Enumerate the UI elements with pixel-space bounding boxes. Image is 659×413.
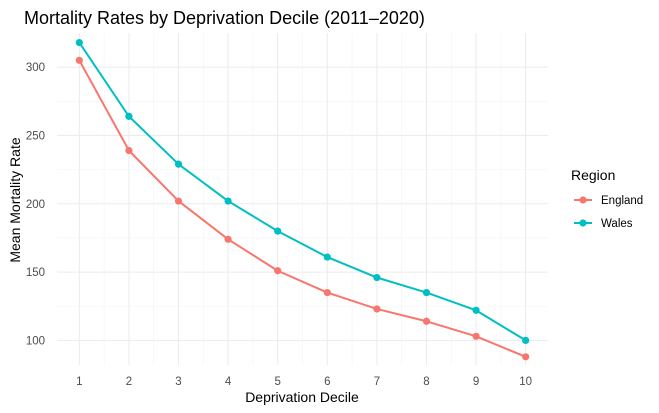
data-point-wales [125,112,133,120]
data-point-england [224,235,232,243]
data-point-england [373,305,381,313]
data-point-wales [373,273,381,282]
grid [57,33,548,365]
legend-item-wales: Wales [574,218,633,230]
y-axis-title: Mean Mortality Rate [7,137,23,262]
data-point-england [274,267,282,275]
data-point-england [422,317,431,325]
legend-key-point [579,196,587,204]
y-tick-label: 250 [26,130,45,142]
series-layer [75,38,530,361]
x-tick-label: 5 [274,376,280,388]
x-tick-label: 9 [473,376,479,388]
chart-title: Mortality Rates by Deprivation Decile (2… [24,8,425,28]
legend-label: England [601,195,643,207]
data-point-wales [472,306,480,314]
series-line-england [78,59,527,358]
data-point-wales [274,227,282,235]
series-wales [75,38,530,345]
data-point-wales [422,288,431,297]
data-point-england [472,332,480,340]
x-tick-label: 6 [324,376,330,388]
data-point-wales [224,197,232,205]
legend-title: Region [571,167,615,183]
x-tick-label: 8 [423,376,429,388]
data-point-wales [75,38,83,47]
y-tick-label: 300 [26,62,45,74]
x-tick-label: 1 [76,376,82,388]
data-point-england [75,56,83,64]
data-point-wales [522,336,530,345]
data-point-england [125,146,133,155]
legend-label: Wales [601,218,633,230]
series-line-wales [78,42,527,342]
data-point-england [174,197,183,205]
x-tick-label: 10 [519,376,532,388]
x-tick-label: 7 [374,376,380,388]
y-tick-label: 150 [26,267,45,279]
data-point-wales [323,253,331,261]
y-tick-label: 100 [26,335,45,347]
x-tick-label: 2 [126,376,132,388]
legend-item-england: England [574,195,643,207]
y-tick-label: 200 [26,199,45,211]
data-point-england [323,288,331,297]
data-point-england [522,353,530,361]
x-axis-title: Deprivation Decile [245,389,359,405]
x-tick-label: 4 [225,376,232,388]
axes: 100 150 200 250 300 1 2 3 4 5 6 7 8 9 10 [26,62,532,388]
x-tick-label: 3 [175,376,181,388]
data-point-wales [174,160,183,168]
series-england [75,56,530,361]
legend: Region England Wales [571,167,643,230]
legend-key-point [579,219,587,227]
